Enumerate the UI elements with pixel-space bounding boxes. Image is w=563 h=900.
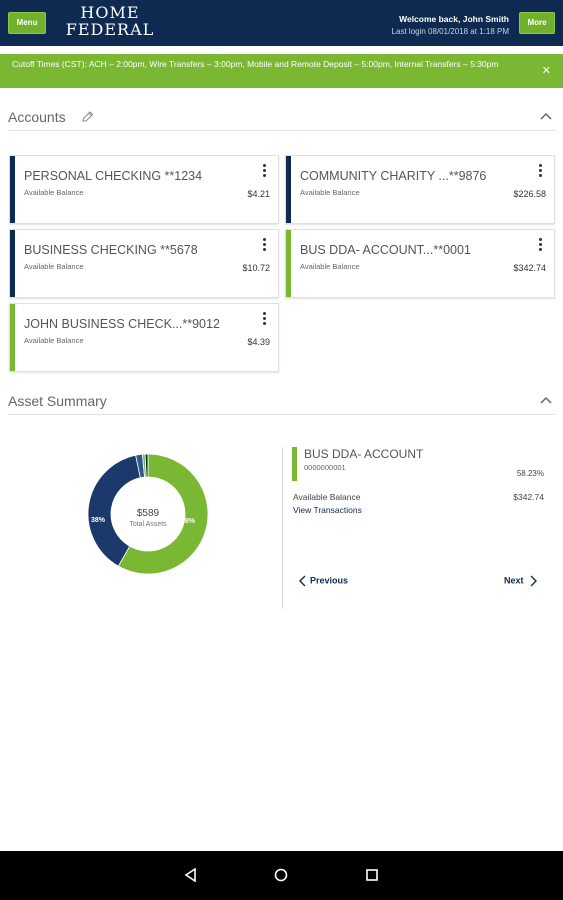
account-name: JOHN BUSINESS CHECK...**9012	[24, 317, 220, 331]
total-assets-value: $589	[136, 508, 160, 519]
asset-summary-title: Asset Summary	[8, 393, 107, 409]
more-vert-icon[interactable]	[263, 164, 267, 178]
account-balance: $10.72	[242, 263, 270, 273]
account-name: PERSONAL CHECKING **1234	[24, 169, 203, 183]
logo-line-2: FEDERAL	[65, 20, 155, 39]
asset-summary-header: Asset Summary	[8, 389, 556, 415]
available-balance-label: Available Balance	[300, 188, 360, 197]
account-card[interactable]: PERSONAL CHECKING **1234 Available Balan…	[9, 155, 279, 224]
account-name: COMMUNITY CHARITY ...**9876	[300, 169, 487, 183]
next-button[interactable]: Next	[504, 575, 537, 587]
account-card[interactable]: COMMUNITY CHARITY ...**9876 Available Ba…	[285, 155, 555, 224]
chevron-right-icon	[530, 575, 537, 587]
home-icon[interactable]	[274, 868, 288, 882]
donut-svg	[87, 453, 209, 575]
more-vert-icon[interactable]	[539, 164, 543, 178]
donut-slice-4[interactable]	[144, 453, 149, 478]
detail-percent: 58.23%	[516, 469, 544, 478]
next-label: Next	[504, 575, 524, 586]
detail-available-value: $342.74	[513, 492, 544, 502]
account-card[interactable]: JOHN BUSINESS CHECK...**9012 Available B…	[9, 303, 279, 372]
accounts-title: Accounts	[8, 109, 66, 125]
accounts-header: Accounts	[8, 105, 556, 131]
app-header: Menu HOME FEDERAL Welcome back, John Smi…	[0, 0, 563, 46]
welcome-text: Welcome back, John Smith	[399, 14, 509, 24]
previous-button[interactable]: Previous	[299, 575, 348, 587]
banner-text: Cutoff Times (CST): ACH – 2:00pm, Wire T…	[12, 59, 499, 69]
more-vert-icon[interactable]	[263, 238, 267, 252]
view-transactions-link[interactable]: View Transactions	[293, 505, 362, 515]
recents-icon[interactable]	[366, 869, 378, 881]
detail-account-name: BUS DDA- ACCOUNT	[304, 447, 424, 461]
last-login-text: Last login 08/01/2018 at 1:18 PM	[391, 27, 509, 36]
account-color-bar	[10, 304, 15, 371]
more-vert-icon[interactable]	[539, 238, 543, 252]
summary-divider	[282, 447, 283, 609]
chevron-up-icon[interactable]	[540, 395, 552, 405]
available-balance-label: Available Balance	[300, 262, 360, 271]
detail-available-label: Available Balance	[293, 492, 361, 502]
detail-color-bar	[292, 447, 297, 481]
cutoff-banner: Cutoff Times (CST): ACH – 2:00pm, Wire T…	[0, 54, 563, 88]
available-balance-label: Available Balance	[24, 262, 84, 271]
logo-line-1: HOME	[80, 3, 140, 22]
slice-label-navy: 38%	[91, 517, 106, 524]
account-color-bar	[10, 230, 15, 297]
available-balance-label: Available Balance	[24, 336, 84, 345]
account-balance: $226.58	[513, 189, 546, 199]
donut-slice-1[interactable]	[87, 454, 141, 567]
account-color-bar	[286, 230, 291, 297]
available-balance-label: Available Balance	[24, 188, 84, 197]
more-button[interactable]: More	[519, 12, 555, 34]
close-icon[interactable]: ✕	[541, 65, 551, 77]
more-vert-icon[interactable]	[263, 312, 267, 326]
account-color-bar	[286, 156, 291, 223]
total-assets-label: Total Assets	[129, 521, 167, 528]
back-icon[interactable]	[184, 868, 198, 882]
account-balance: $4.39	[247, 337, 270, 347]
account-name: BUSINESS CHECKING **5678	[24, 243, 198, 257]
home-federal-logo[interactable]: HOME FEDERAL	[64, 4, 156, 38]
asset-donut-chart[interactable]: $589 Total Assets 58% 38%	[84, 450, 212, 578]
chevron-left-icon	[299, 575, 306, 587]
account-balance: $4.21	[247, 189, 270, 199]
welcome-block: Welcome back, John Smith Last login 08/0…	[392, 14, 509, 36]
account-color-bar	[10, 156, 15, 223]
donut-slice-0[interactable]	[117, 453, 209, 575]
pencil-icon[interactable]	[81, 110, 95, 124]
account-card[interactable]: BUS DDA- ACCOUNT...**0001 Available Bala…	[285, 229, 555, 298]
account-balance: $342.74	[513, 263, 546, 273]
previous-label: Previous	[310, 575, 349, 586]
chevron-up-icon[interactable]	[540, 111, 552, 121]
system-navigation-bar	[0, 851, 563, 900]
account-card[interactable]: BUSINESS CHECKING **5678 Available Balan…	[9, 229, 279, 298]
account-name: BUS DDA- ACCOUNT...**0001	[300, 243, 471, 257]
detail-account-number: 0000000001	[304, 463, 346, 472]
slice-label-green: 58%	[181, 518, 196, 525]
menu-button[interactable]: Menu	[8, 12, 46, 34]
